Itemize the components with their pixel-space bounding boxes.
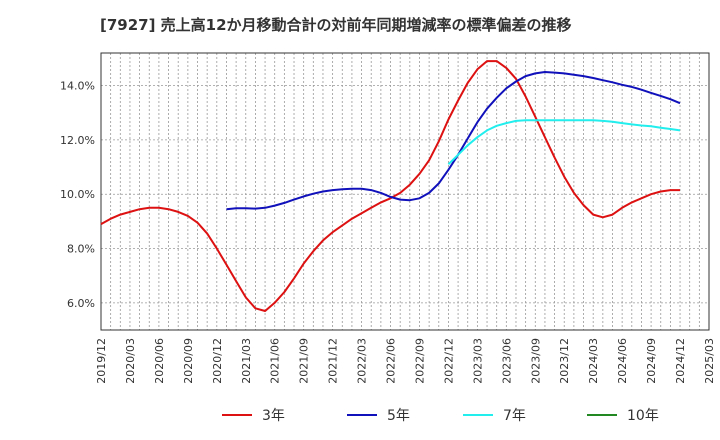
y-tick-label: 6.0% bbox=[67, 297, 95, 310]
x-tick-label: 2025/03 bbox=[703, 338, 716, 384]
chart-title: [7927] 売上高12か月移動合計の対前年同期増減率の標準偏差の推移 bbox=[100, 16, 572, 34]
x-tick-label: 2020/06 bbox=[153, 338, 166, 384]
x-axis-ticks: 2019/12 2020/03 2020/06 2020/09 2020/12 2021/… bbox=[95, 338, 716, 384]
x-tick-label: 2021/06 bbox=[269, 338, 282, 384]
y-axis-ticks: 6.0% 8.0% 10.0% 12.0% 14.0% bbox=[60, 80, 95, 310]
series-line-3年 bbox=[100, 60, 680, 312]
x-tick-label: 2020/03 bbox=[124, 338, 137, 384]
x-tick-label: 2021/09 bbox=[298, 338, 311, 384]
x-tick-label: 2022/03 bbox=[356, 338, 369, 384]
x-tick-label: 2024/09 bbox=[645, 338, 658, 384]
x-tick-label: 2023/03 bbox=[471, 338, 484, 384]
x-tick-label: 2023/09 bbox=[529, 338, 542, 384]
legend-item: 7年 bbox=[463, 408, 526, 424]
legend: 3年 5年 7年 10年 bbox=[222, 408, 659, 424]
y-tick-label: 8.0% bbox=[67, 243, 95, 256]
y-tick-label: 10.0% bbox=[60, 188, 95, 201]
x-tick-label: 2021/03 bbox=[240, 338, 253, 384]
x-tick-label: 2022/06 bbox=[385, 338, 398, 384]
legend-label: 7年 bbox=[503, 408, 526, 424]
legend-item: 3年 bbox=[222, 408, 285, 424]
legend-item: 5年 bbox=[347, 408, 410, 424]
x-tick-label: 2020/12 bbox=[211, 338, 224, 384]
y-tick-label: 14.0% bbox=[60, 80, 95, 93]
legend-label: 3年 bbox=[262, 408, 285, 424]
y-tick-label: 12.0% bbox=[60, 134, 95, 147]
x-tick-label: 2024/12 bbox=[674, 338, 687, 384]
series-lines bbox=[100, 60, 681, 312]
x-tick-label: 2022/09 bbox=[413, 338, 426, 384]
x-tick-label: 2024/03 bbox=[587, 338, 600, 384]
x-tick-label: 2019/12 bbox=[95, 338, 108, 384]
grid bbox=[101, 53, 709, 330]
series-line-7年 bbox=[447, 119, 681, 166]
x-tick-label: 2024/06 bbox=[616, 338, 629, 384]
plot-frame bbox=[100, 52, 710, 331]
legend-label: 5年 bbox=[387, 408, 410, 424]
x-tick-label: 2023/12 bbox=[558, 338, 571, 384]
x-tick-label: 2020/09 bbox=[182, 338, 195, 384]
x-tick-label: 2023/06 bbox=[500, 338, 513, 384]
x-tick-label: 2022/12 bbox=[442, 338, 455, 384]
legend-label: 10年 bbox=[627, 408, 659, 424]
x-tick-label: 2021/12 bbox=[327, 338, 340, 384]
series-line-5年 bbox=[226, 71, 681, 211]
legend-item: 10年 bbox=[587, 408, 659, 424]
